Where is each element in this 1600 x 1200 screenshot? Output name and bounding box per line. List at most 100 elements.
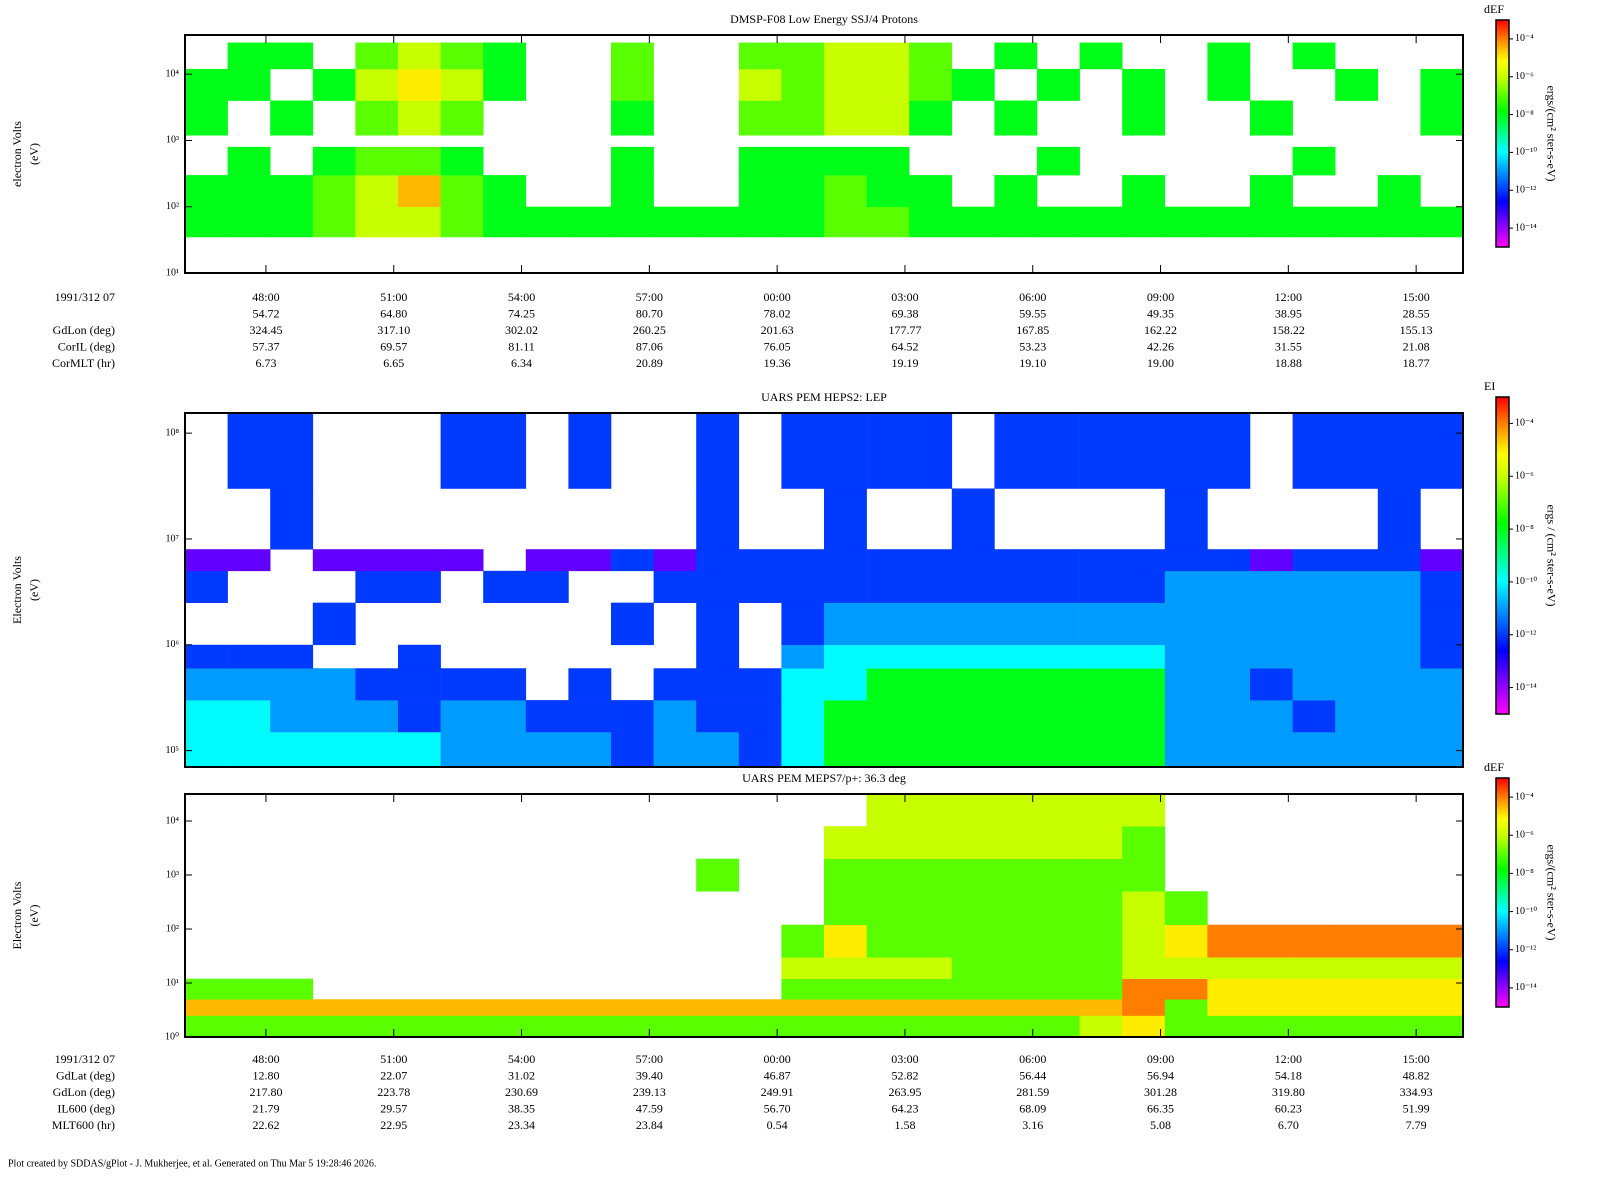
heatmap-cell	[866, 891, 910, 926]
colorbar-label: dEF	[1484, 2, 1504, 16]
ephemeris-value: 47.59	[636, 1102, 663, 1116]
ephemeris-value: 6.70	[1278, 1118, 1299, 1132]
x-tick-label: 09:00	[1147, 290, 1174, 304]
heatmap-cell	[1292, 668, 1336, 701]
heatmap-cell	[696, 999, 740, 1016]
heatmap-cell	[994, 957, 1038, 980]
heatmap-cell	[1122, 68, 1166, 101]
heatmap-cell	[824, 858, 867, 892]
heatmap-cell	[738, 570, 782, 603]
heatmap-cell	[824, 488, 867, 550]
ephemeris-value: 18.88	[1275, 356, 1302, 370]
ephemeris-value: 64.23	[891, 1102, 918, 1116]
ephemeris-value: 80.70	[636, 306, 663, 320]
heatmap-cell	[1079, 794, 1123, 827]
heatmap-cell	[1037, 570, 1080, 603]
heatmap-cell	[824, 68, 867, 101]
heatmap-cell	[185, 175, 228, 208]
heatmap-cell	[611, 731, 654, 768]
heatmap-cell	[1207, 602, 1251, 646]
heatmap-cell	[1079, 206, 1123, 238]
ephemeris-value: 57.37	[252, 340, 279, 354]
heatmap-cell	[781, 100, 825, 136]
ephemeris-value: 22.62	[252, 1118, 279, 1132]
ephemeris-value: 281.59	[1016, 1085, 1049, 1099]
heatmap-cell	[994, 1015, 1038, 1038]
y-tick-label: 10¹	[166, 267, 179, 278]
ephemeris-value: 249.91	[761, 1085, 794, 1099]
heatmap-cell	[824, 978, 867, 1000]
heatmap-cell	[1377, 668, 1421, 701]
heatmap-cell	[227, 206, 271, 238]
heatmap-cell	[227, 42, 271, 70]
heatmap-cell	[355, 100, 399, 136]
heatmap-cell	[653, 999, 697, 1016]
heatmap-cell	[738, 668, 782, 701]
heatmap-cell	[909, 644, 953, 669]
heatmap-cell	[185, 999, 228, 1016]
y-axis-label: (eV)	[27, 905, 41, 927]
heatmap-cell	[1207, 957, 1251, 980]
ephemeris-value: 155.13	[1400, 323, 1433, 337]
heatmap-cell	[909, 924, 953, 958]
colorbar-tick-label: 10⁻⁴	[1515, 33, 1534, 44]
heatmap-cell	[398, 68, 441, 101]
heatmap-cell	[994, 100, 1038, 136]
heatmap-cell	[994, 549, 1038, 572]
heatmap-cell	[696, 488, 740, 550]
ephemeris-value: 19.19	[891, 356, 918, 370]
heatmap-cell	[866, 826, 910, 860]
y-tick-label: 10³	[166, 135, 179, 146]
x-tick-label: 12:00	[1275, 1052, 1302, 1066]
heatmap-cell	[1207, 978, 1251, 1000]
x-tick-label: 06:00	[1019, 290, 1046, 304]
heatmap-cell	[355, 1015, 399, 1038]
heatmap-cell	[1164, 570, 1208, 603]
heatmap-cell	[312, 175, 356, 208]
ephemeris-value: 302.02	[505, 323, 538, 337]
heatmap-cell	[440, 999, 484, 1016]
heatmap-cell	[1250, 175, 1293, 208]
heatmap-cell	[398, 175, 441, 208]
heatmap-cell	[951, 644, 995, 669]
heatmap-cell	[1292, 549, 1336, 572]
heatmap-cell	[994, 700, 1038, 733]
heatmap-cell	[185, 700, 228, 733]
heatmap-cell	[781, 413, 825, 489]
heatmap-cell	[483, 570, 527, 603]
heatmap-cell	[398, 206, 441, 238]
heatmap-cell	[483, 731, 527, 768]
heatmap-cell	[738, 731, 782, 768]
heatmap-cell	[525, 999, 569, 1016]
heatmap-cell	[866, 549, 910, 572]
heatmap-cell	[1292, 602, 1336, 646]
heatmap-cell	[824, 570, 867, 603]
heatmap-cell	[1250, 999, 1293, 1016]
ephemeris-label: GdLon (deg)	[53, 1085, 115, 1099]
heatmap-cell	[951, 731, 995, 768]
heatmap-cell	[951, 978, 995, 1000]
heatmap-cell	[398, 42, 441, 70]
heatmap-cell	[1207, 1015, 1251, 1038]
heatmap-cell	[227, 999, 271, 1016]
heatmap-cell	[270, 413, 314, 489]
heatmap-cell	[994, 858, 1038, 892]
y-tick-label: 10³	[166, 869, 179, 880]
heatmap-cell	[611, 602, 654, 646]
heatmap-cell	[781, 978, 825, 1000]
ephemeris-value: 301.28	[1144, 1085, 1177, 1099]
heatmap-cell	[185, 206, 228, 238]
ephemeris-value: 22.95	[380, 1118, 407, 1132]
colorbar-tick-label: 10⁻¹⁰	[1515, 147, 1537, 158]
heatmap-cell	[398, 1015, 441, 1038]
ephemeris-value: 319.80	[1272, 1085, 1305, 1099]
ephemeris-value: 18.77	[1403, 356, 1430, 370]
heatmap-cell	[909, 891, 953, 926]
heatmap-cell	[994, 668, 1038, 701]
heatmap-cell	[525, 549, 569, 572]
x-tick-label: 57:00	[636, 1052, 663, 1066]
heatmap-cell	[355, 570, 399, 603]
heatmap-cell	[270, 42, 314, 70]
colorbar-units: ergs/(cm² ster-s-eV)	[1544, 85, 1558, 181]
heatmap-cell	[781, 668, 825, 701]
